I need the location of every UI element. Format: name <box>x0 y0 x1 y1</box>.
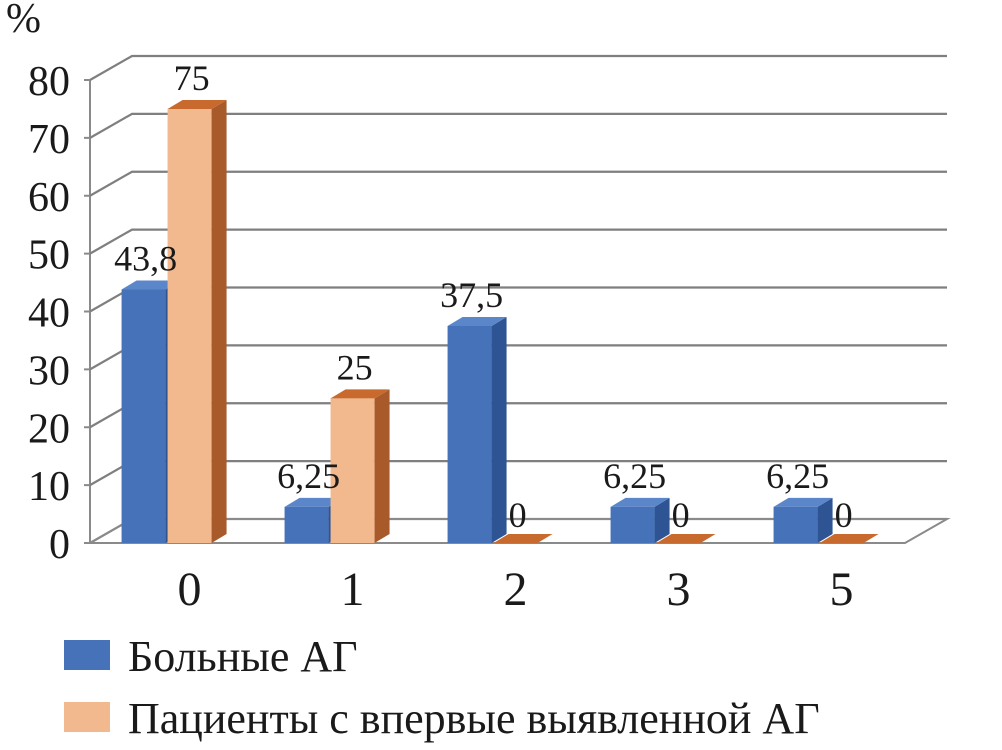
bar-side <box>654 497 670 543</box>
x-tick-label: 2 <box>504 563 528 616</box>
bar-1-2 <box>493 534 553 543</box>
legend-label-series-0: Больные АГ <box>128 632 358 681</box>
x-tick-label: 5 <box>830 563 854 616</box>
y-tick-label: 50 <box>28 233 70 279</box>
gridline <box>89 228 947 255</box>
gridline <box>89 54 947 81</box>
bar-front <box>773 506 818 543</box>
y-tick-label: 70 <box>28 117 70 163</box>
y-axis-label: % <box>6 0 41 42</box>
bar-top <box>819 534 879 543</box>
y-tick-label: 10 <box>28 464 70 510</box>
data-label: 0 <box>509 495 527 535</box>
legend-label-series-1: Пациенты с впервые выявленной АГ <box>128 694 820 743</box>
data-label: 6,25 <box>277 456 340 496</box>
bar-front <box>330 398 375 543</box>
legend-swatch-series-1 <box>64 702 110 732</box>
y-axis-ticks: 0 10 20 30 40 50 60 70 80 <box>28 59 90 568</box>
bar-top <box>167 99 227 109</box>
x-tick-label: 3 <box>667 563 691 616</box>
y-tick-label: 20 <box>28 406 70 452</box>
legend-swatch-series-0 <box>64 640 110 670</box>
x-tick-label: 0 <box>178 563 202 616</box>
y-tick-label: 40 <box>28 291 70 337</box>
bar-top <box>447 316 507 326</box>
bar-1-4 <box>819 534 879 543</box>
y-tick-label: 60 <box>28 175 70 221</box>
legend: Больные АГ Пациенты с впервые выявленной… <box>64 632 820 743</box>
bar-side <box>211 99 227 543</box>
data-label: 37,5 <box>440 275 503 315</box>
data-label: 75 <box>174 58 210 98</box>
bar-side <box>491 316 507 543</box>
data-label: 6,25 <box>603 456 666 496</box>
bar-top <box>121 280 181 290</box>
bar-top <box>493 534 553 543</box>
bar-side <box>817 497 833 543</box>
data-label: 6,25 <box>766 456 829 496</box>
bar-top <box>773 497 833 507</box>
data-label: 0 <box>835 495 853 535</box>
x-axis-ticks: 0 1 2 3 5 <box>178 563 854 616</box>
bar-front <box>610 506 655 543</box>
y-tick-label: 0 <box>49 522 70 568</box>
bar-side <box>374 389 390 543</box>
data-label: 0 <box>672 495 690 535</box>
bar-top <box>284 497 344 507</box>
bar-0-2 <box>447 316 507 543</box>
data-label: 43,8 <box>114 239 177 279</box>
bars <box>121 99 879 543</box>
y-tick-label: 80 <box>28 59 70 105</box>
bar-0-4 <box>773 497 833 543</box>
y-tick-label: 30 <box>28 348 70 394</box>
gridline <box>89 170 947 197</box>
x-tick-label: 1 <box>341 563 365 616</box>
bar-front <box>284 506 329 543</box>
bar-top <box>610 497 670 507</box>
gridline <box>89 112 947 139</box>
bar-top <box>330 389 390 399</box>
bar-1-3 <box>656 534 716 543</box>
bar-front <box>167 108 212 543</box>
bar-1-0 <box>167 99 227 543</box>
data-label: 25 <box>337 347 373 387</box>
bar-front <box>447 325 492 543</box>
bar-1-1 <box>330 389 390 543</box>
bar-top <box>656 534 716 543</box>
bar-0-3 <box>610 497 670 543</box>
bar-front <box>121 289 166 543</box>
